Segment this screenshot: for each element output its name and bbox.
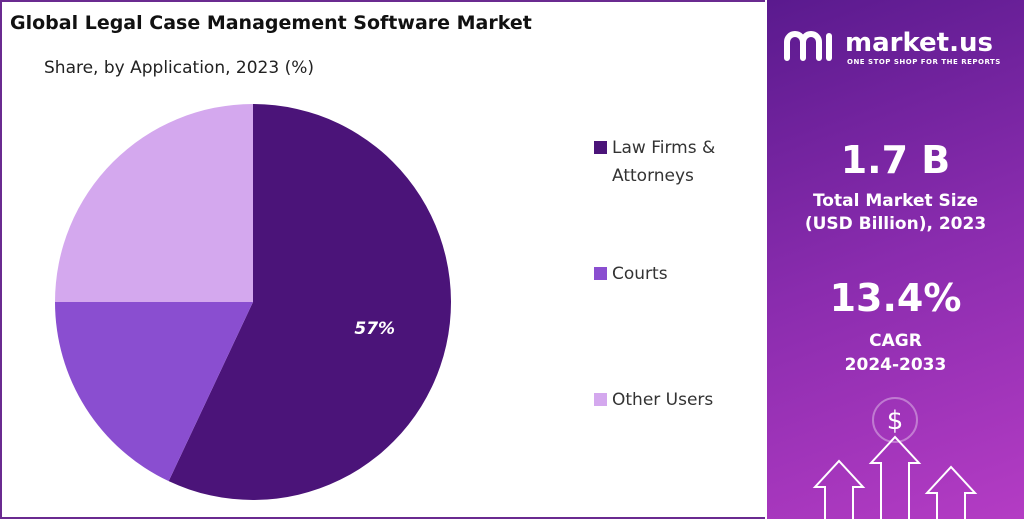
brand-logo: [784, 31, 832, 61]
cagr-period: 2024-2033: [844, 355, 947, 375]
info-panel: market.us ONE STOP SHOP FOR THE REPORTS …: [767, 0, 1024, 519]
legend-swatch: [594, 141, 607, 154]
data-label: 57%: [354, 319, 395, 339]
pie-slice: [168, 104, 452, 500]
legend-label: Other Users: [612, 390, 714, 410]
growth-icon: $: [812, 397, 978, 519]
legend-swatch: [594, 267, 607, 280]
chart-panel: Global Legal Case Management Software Ma…: [0, 0, 765, 519]
svg-text:$: $: [887, 406, 904, 436]
legend-label: Law Firms & Attorneys: [612, 138, 716, 186]
chart-subtitle: Share, by Application, 2023 (%): [44, 58, 314, 78]
brand-tagline: ONE STOP SHOP FOR THE REPORTS: [847, 58, 1001, 66]
cagr-value: 13.4%: [829, 276, 962, 320]
cagr-label: CAGR: [869, 331, 922, 351]
pie-chart: 57%: [54, 104, 452, 500]
legend-swatch: [594, 393, 607, 406]
legend-item: Courts: [594, 260, 744, 288]
legend-item: Law Firms & Attorneys: [594, 134, 744, 190]
pie-slice: [55, 104, 253, 302]
chart-title: Global Legal Case Management Software Ma…: [10, 12, 532, 34]
legend-item: Other Users: [594, 386, 744, 414]
pie-slice: [54, 302, 254, 482]
brand-name: market.us: [845, 28, 993, 58]
market-size: 1.7 B: [840, 138, 951, 182]
market-size-label: Total Market Size (USD Billion), 2023: [804, 191, 987, 234]
legend-label: Courts: [612, 264, 668, 284]
